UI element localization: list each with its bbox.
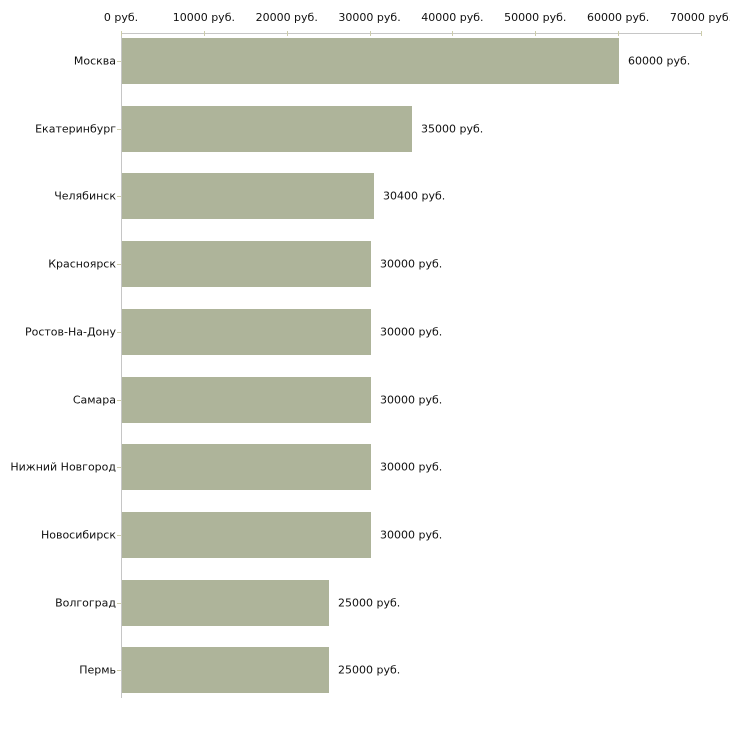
- bar-Самара: [122, 376, 371, 423]
- bar-Челябинск: [122, 173, 374, 220]
- x-axis-tick-label: 60000 руб.: [587, 11, 650, 24]
- category-label: Пермь: [79, 663, 116, 677]
- y-axis-line: [121, 33, 122, 698]
- y-axis-tick-mark: [117, 670, 121, 671]
- y-axis-tick-mark: [117, 467, 121, 468]
- x-axis-tick-label: 30000 руб.: [338, 11, 401, 24]
- y-axis-tick-mark: [117, 332, 121, 333]
- category-label: Красноярск: [48, 257, 116, 271]
- value-label: 30000 руб.: [380, 528, 443, 542]
- bar-Волгоград: [122, 579, 329, 626]
- bar-Екатеринбург: [122, 105, 412, 152]
- category-label: Самара: [72, 393, 116, 406]
- x-axis-line: [121, 33, 701, 34]
- x-axis-tick-mark: [701, 31, 702, 36]
- bar-Красноярск: [122, 241, 371, 288]
- y-axis-tick-mark: [117, 196, 121, 197]
- y-axis-tick-mark: [117, 129, 121, 130]
- x-axis-tick-mark: [535, 31, 537, 36]
- bar-Нижний Новгород: [122, 444, 371, 491]
- x-axis-tick-mark: [369, 31, 371, 36]
- value-label: 30000 руб.: [380, 257, 443, 271]
- x-axis-tick-label: 20000 руб.: [255, 11, 318, 24]
- y-axis-tick-mark: [117, 61, 121, 62]
- value-label: 25000 руб.: [338, 663, 401, 677]
- x-axis-tick-mark: [618, 31, 620, 36]
- y-axis-tick-mark: [117, 264, 121, 265]
- category-label: Москва: [73, 54, 116, 68]
- category-label: Волгоград: [55, 596, 116, 610]
- bar-Ростов-На-Дону: [122, 308, 371, 355]
- category-label: Нижний Новгород: [10, 460, 116, 474]
- x-axis-tick-label: 10000 руб.: [172, 11, 235, 24]
- value-label: 30000 руб.: [380, 393, 443, 406]
- y-axis-tick-mark: [117, 400, 121, 401]
- value-label: 30400 руб.: [383, 189, 446, 203]
- value-label: 35000 руб.: [421, 122, 484, 136]
- bar-Новосибирск: [122, 511, 371, 558]
- category-label: Челябинск: [54, 189, 116, 203]
- x-axis-tick-mark: [452, 31, 454, 36]
- y-axis-tick-mark: [117, 535, 121, 536]
- category-label: Новосибирск: [40, 528, 116, 542]
- value-label: 30000 руб.: [380, 460, 443, 474]
- value-label: 25000 руб.: [338, 596, 401, 610]
- x-axis-tick-label: 50000 руб.: [504, 11, 567, 24]
- value-label: 60000 руб.: [628, 54, 691, 68]
- x-axis-tick-mark: [286, 31, 288, 36]
- x-axis-tick-mark: [203, 31, 205, 36]
- category-label: Ростов-На-Дону: [24, 325, 116, 339]
- category-label: Екатеринбург: [35, 122, 116, 136]
- x-axis-tick-mark: [121, 31, 122, 36]
- value-label: 30000 руб.: [380, 325, 443, 339]
- bar-Москва: [122, 38, 619, 84]
- x-axis-tick-label: 40000 руб.: [421, 11, 484, 24]
- bar-Пермь: [122, 647, 329, 694]
- y-axis-tick-mark: [117, 603, 121, 604]
- x-axis-tick-label: 70000 руб.: [669, 11, 730, 24]
- x-axis-tick-label: 0 руб.: [103, 11, 139, 24]
